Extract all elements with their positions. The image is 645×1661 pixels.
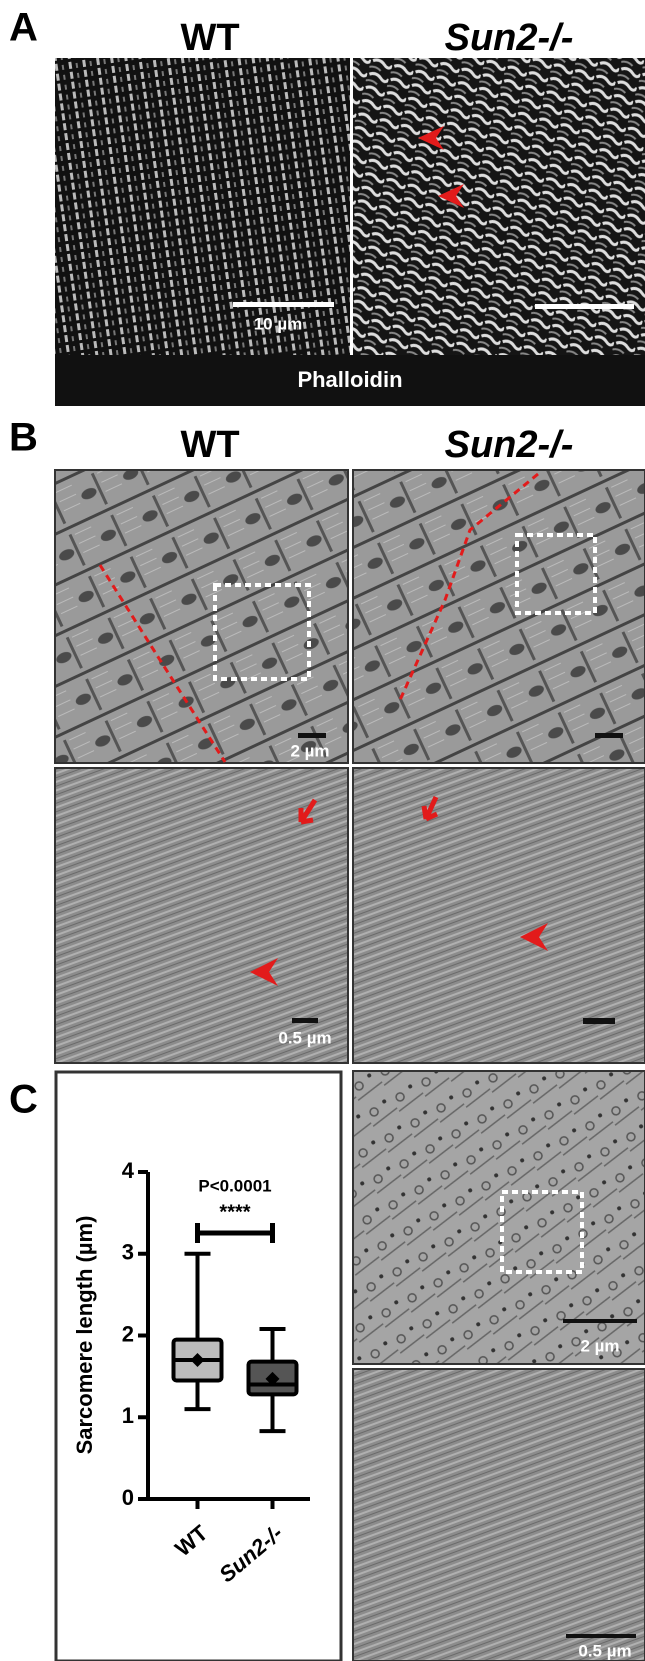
- panel-label: C: [9, 1078, 38, 1122]
- scale-bar: [535, 304, 634, 309]
- scale-bar: [563, 1319, 637, 1323]
- scale-bar: [298, 733, 326, 738]
- scale-label: 2 µm: [290, 741, 329, 760]
- panel-label: B: [9, 416, 38, 460]
- y-tick-label: 4: [122, 1158, 135, 1183]
- y-tick-label: 0: [122, 1485, 134, 1510]
- column-title: WT: [180, 424, 239, 466]
- micrograph: [353, 58, 645, 355]
- figure: A WT Sun2-/- 10 µm Phalloidin B WT Sun2-…: [0, 0, 645, 1661]
- scale-bar: [233, 302, 334, 307]
- y-axis-title: Sarcomere length (µm): [72, 1216, 97, 1455]
- column-title: Sun2-/-: [445, 17, 574, 59]
- micrograph: [353, 470, 645, 763]
- scale-bar: [566, 1634, 636, 1638]
- scale-bar: [583, 1018, 615, 1024]
- scale-label: 2 µm: [580, 1336, 619, 1355]
- scale-label: 0.5 µm: [278, 1028, 331, 1047]
- y-tick-label: 1: [122, 1403, 134, 1428]
- scale-label: 10 µm: [254, 314, 303, 333]
- p-value: P<0.0001: [198, 1176, 271, 1195]
- micrograph: [55, 470, 348, 763]
- scale-bar: [292, 1018, 318, 1023]
- column-title: Sun2-/-: [445, 424, 574, 466]
- divider: [350, 58, 353, 355]
- column-title: WT: [180, 17, 239, 59]
- y-tick-label: 2: [122, 1321, 134, 1346]
- stain-label: Phalloidin: [297, 367, 402, 392]
- micrograph: [353, 1369, 645, 1661]
- scale-label: 0.5 µm: [578, 1641, 631, 1660]
- y-tick-label: 3: [122, 1240, 134, 1265]
- panel-label: A: [9, 6, 38, 50]
- micrograph: [55, 58, 350, 355]
- significance-stars: ****: [219, 1201, 250, 1223]
- scale-bar: [595, 733, 623, 738]
